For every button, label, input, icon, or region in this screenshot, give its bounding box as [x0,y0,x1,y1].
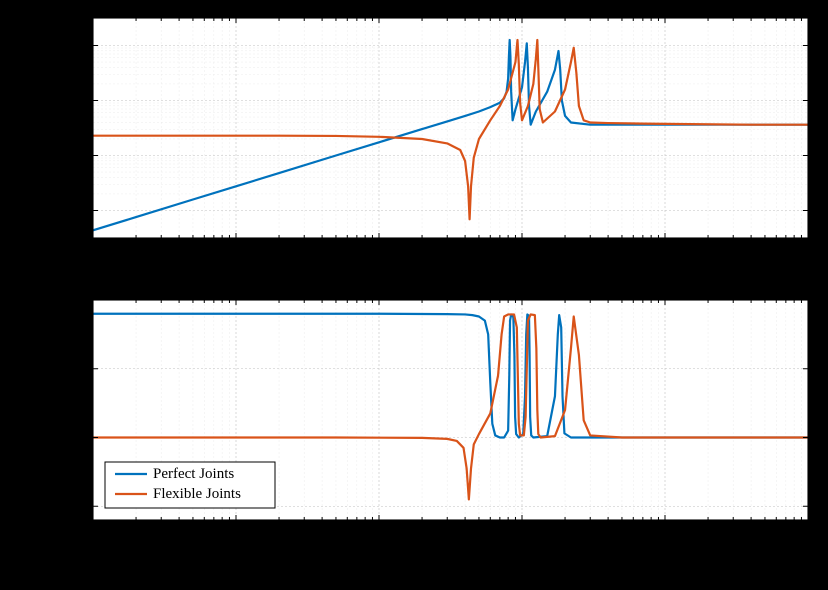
phase-ylabel: Phase (deg) [13,372,30,447]
mag-ytick: -50 [68,148,85,163]
xlabel: Frequency (Hz) [400,565,501,582]
mag-ylabel: Magnitude (dB) [13,77,30,180]
bode-figure: -100-50050-100010010-210-1100101102103Ma… [0,0,828,590]
mag-ytick: -100 [61,203,85,218]
phase-ytick: 100 [66,361,86,376]
legend-label: Perfect Joints [153,466,234,482]
mag-ytick: 50 [72,38,85,53]
phase-ytick: 0 [79,430,86,445]
phase-ytick: -100 [61,498,85,513]
mag-ytick: 0 [79,93,86,108]
legend-label: Flexible Joints [153,486,241,502]
bode-svg: -100-50050-100010010-210-1100101102103Ma… [0,0,828,590]
